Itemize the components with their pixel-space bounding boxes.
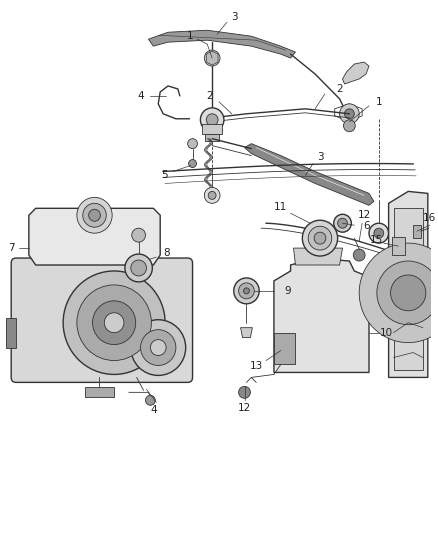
- Circle shape: [359, 243, 438, 343]
- Polygon shape: [274, 333, 296, 365]
- Text: 7: 7: [8, 243, 14, 253]
- Polygon shape: [244, 144, 374, 205]
- Circle shape: [77, 197, 112, 233]
- Text: 5: 5: [161, 171, 167, 181]
- Text: 12: 12: [238, 403, 251, 413]
- Polygon shape: [148, 30, 296, 58]
- Circle shape: [374, 228, 384, 238]
- Circle shape: [338, 218, 347, 228]
- Text: 11: 11: [274, 203, 287, 212]
- Polygon shape: [202, 124, 222, 134]
- Circle shape: [334, 214, 351, 232]
- Text: 9: 9: [284, 286, 291, 296]
- Circle shape: [208, 191, 216, 199]
- Text: 3: 3: [318, 151, 324, 161]
- Polygon shape: [29, 208, 160, 265]
- Circle shape: [83, 203, 106, 227]
- Circle shape: [187, 139, 198, 149]
- Text: 8: 8: [163, 248, 170, 258]
- Circle shape: [104, 313, 124, 333]
- Text: 2: 2: [336, 84, 343, 94]
- Circle shape: [353, 249, 365, 261]
- Circle shape: [302, 220, 338, 256]
- Polygon shape: [389, 191, 428, 377]
- Text: 1: 1: [375, 97, 382, 107]
- Text: 10: 10: [380, 328, 393, 337]
- Circle shape: [314, 232, 326, 244]
- FancyBboxPatch shape: [11, 258, 193, 382]
- Circle shape: [369, 223, 389, 243]
- Text: 1: 1: [187, 31, 194, 41]
- Circle shape: [339, 104, 359, 124]
- Text: 15: 15: [370, 235, 384, 245]
- Polygon shape: [393, 208, 423, 370]
- Circle shape: [63, 271, 165, 375]
- Text: 2: 2: [206, 91, 212, 101]
- Circle shape: [239, 283, 254, 299]
- Text: 6: 6: [364, 221, 371, 231]
- Circle shape: [131, 320, 186, 375]
- Polygon shape: [343, 62, 369, 84]
- Circle shape: [92, 301, 136, 345]
- Circle shape: [150, 340, 166, 356]
- Text: 12: 12: [357, 210, 371, 220]
- Circle shape: [204, 188, 220, 203]
- Circle shape: [125, 254, 152, 282]
- Circle shape: [391, 275, 426, 311]
- Circle shape: [201, 108, 224, 132]
- Circle shape: [77, 285, 152, 360]
- Polygon shape: [205, 134, 219, 141]
- Circle shape: [141, 330, 176, 366]
- Circle shape: [345, 109, 354, 119]
- Circle shape: [239, 386, 251, 398]
- Polygon shape: [240, 328, 252, 337]
- Text: 3: 3: [231, 12, 238, 22]
- Polygon shape: [6, 318, 16, 348]
- Polygon shape: [413, 225, 421, 238]
- Circle shape: [206, 114, 218, 126]
- Polygon shape: [392, 237, 405, 255]
- Text: 4: 4: [150, 405, 157, 415]
- Polygon shape: [274, 258, 369, 373]
- Circle shape: [204, 50, 220, 66]
- Circle shape: [234, 278, 259, 304]
- Polygon shape: [85, 387, 114, 397]
- Circle shape: [189, 159, 197, 167]
- Circle shape: [132, 228, 145, 242]
- Polygon shape: [206, 51, 218, 65]
- Circle shape: [131, 260, 146, 276]
- Circle shape: [377, 261, 438, 325]
- Circle shape: [88, 209, 100, 221]
- Circle shape: [308, 226, 332, 250]
- Circle shape: [145, 395, 155, 405]
- Text: 13: 13: [250, 361, 263, 372]
- Circle shape: [208, 54, 216, 62]
- Circle shape: [244, 288, 249, 294]
- Polygon shape: [293, 248, 343, 265]
- Text: 16: 16: [423, 213, 436, 223]
- Circle shape: [343, 120, 355, 132]
- Text: 4: 4: [137, 91, 144, 101]
